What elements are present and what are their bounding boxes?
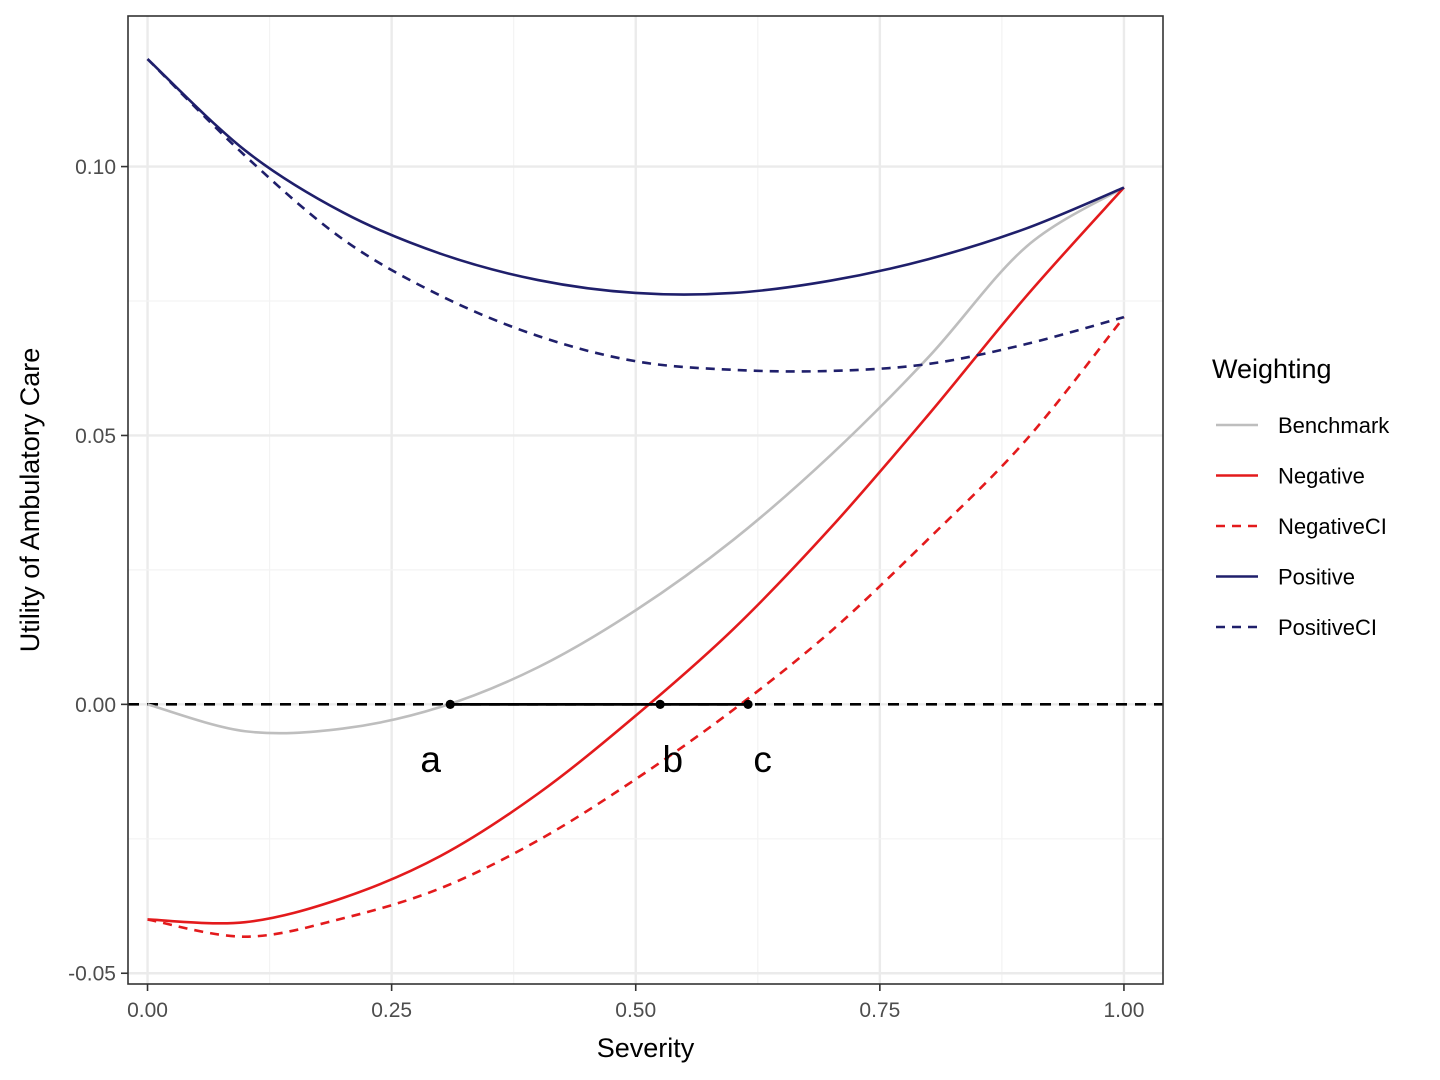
legend-title: Weighting	[1212, 354, 1332, 384]
x-tick-label-0: 0.00	[127, 999, 168, 1022]
plot-panel-border	[127, 15, 1164, 985]
series-line-negative	[147, 186, 1125, 925]
legend-label-positive: Positive	[1278, 565, 1355, 590]
y-axis-title: Utility of Ambulatory Care	[15, 348, 45, 653]
y-tick-label-3: 0.10	[75, 156, 116, 179]
y-tick-label-1: 0.00	[75, 694, 116, 717]
series-line-negativeci	[147, 316, 1125, 938]
point-a	[445, 699, 455, 709]
y-tick-label-2: 0.05	[75, 425, 116, 448]
point-c	[743, 699, 753, 709]
legend-label-benchmark: Benchmark	[1278, 413, 1390, 438]
annotation-layer: a b c	[420, 699, 772, 780]
x-tick-label-4: 1.00	[1104, 999, 1145, 1022]
x-tick-label-2: 0.50	[615, 999, 656, 1022]
legend-label-negativeci: NegativeCI	[1278, 514, 1387, 539]
x-axis-title: Severity	[597, 1033, 695, 1063]
series-line-positive	[146, 58, 1125, 296]
x-tick-label-3: 0.75	[859, 999, 900, 1022]
series-line-positiveci	[146, 58, 1125, 373]
legend-label-negative: Negative	[1278, 464, 1365, 489]
legend: Weighting Benchmark Negative NegativeCI Pos…	[1212, 354, 1390, 640]
series-line-benchmark	[147, 186, 1125, 735]
point-label-b: b	[663, 739, 684, 780]
point-label-c: c	[753, 739, 772, 780]
point-label-a: a	[420, 739, 441, 780]
y-tick-label-0: -0.05	[68, 963, 116, 986]
point-b	[655, 699, 665, 709]
x-tick-label-1: 0.25	[371, 999, 412, 1022]
legend-label-positiveci: PositiveCI	[1278, 615, 1377, 640]
axes: 0.00 0.25 0.50 0.75 1.00 -0.05 0.00 0.05 0.10	[68, 156, 1144, 1022]
